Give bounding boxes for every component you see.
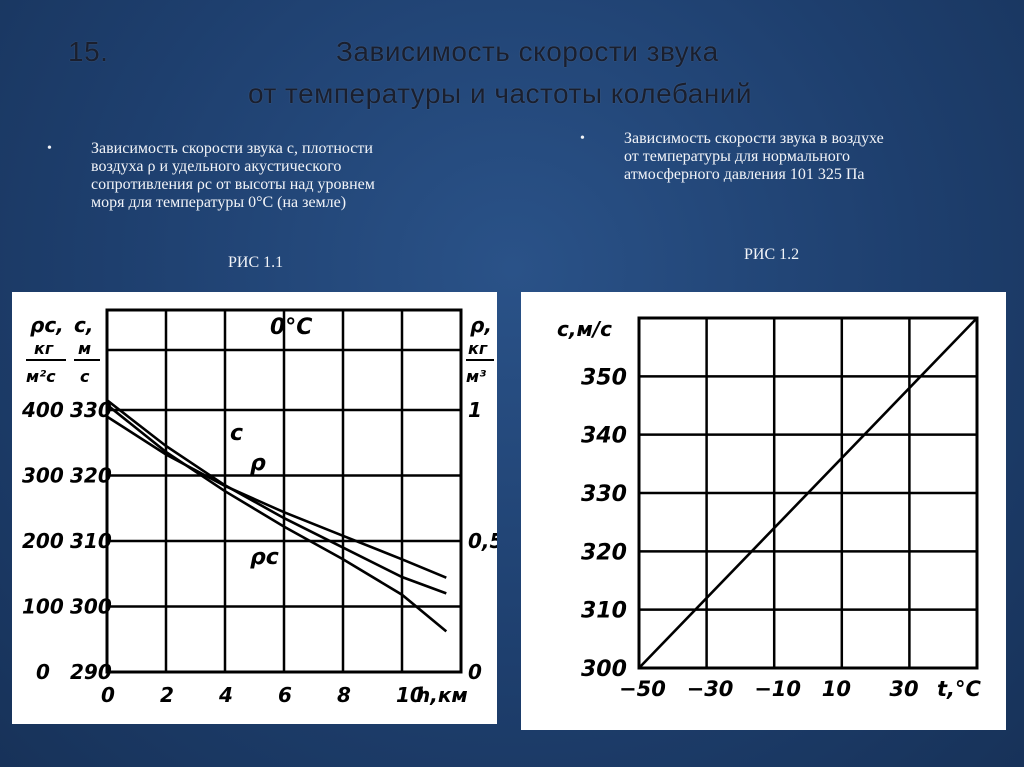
tick-label-rho-c: 100	[22, 595, 64, 619]
series-line-0	[106, 399, 447, 595]
bullet-line: сопротивления ρс от высоты над уровнем	[91, 176, 375, 193]
bullet-line: атмосферного давления 101 325 Па	[624, 166, 865, 183]
bullet-text-2: • Зависимость скорости звука в воздухе о…	[580, 130, 964, 184]
axis-unit-num-rho-c: кг	[34, 339, 54, 358]
series-label: ρ	[250, 451, 266, 476]
chart-panel-temperature: с,м/с 350 340 330 320 310 300 −50 −30 −10 10 30 t,°С	[521, 292, 1006, 730]
bullet-line: от температуры для нормального	[624, 148, 850, 165]
bullet-marker: •	[580, 131, 585, 146]
tick-label-y: 350	[581, 365, 627, 390]
tick-label-rho: 0,5	[468, 529, 497, 553]
tick-label-x: −10	[754, 677, 801, 701]
title-line-1: Зависимость скорости звука	[336, 36, 719, 67]
tick-label-y: 310	[581, 599, 627, 624]
tick-label-x: 4	[218, 683, 233, 707]
axis-label-x: h,км	[416, 683, 468, 707]
series-label: с	[230, 421, 243, 446]
axis-label-rho: ρ,	[470, 313, 492, 337]
series-label: ρс	[250, 545, 279, 570]
tick-label-x: 2	[160, 683, 174, 707]
series-line	[638, 317, 978, 669]
tick-label-x: 8	[337, 683, 351, 707]
axis-label-y: с,м/с	[557, 317, 612, 341]
figure-label-1: РИС 1.1	[228, 254, 284, 271]
series-line-1	[106, 415, 447, 579]
axis-unit-den-rho-c: м²с	[26, 367, 56, 386]
chart-title: 0°C	[270, 315, 312, 340]
tick-label-c: 310	[70, 529, 112, 553]
axis-unit-num-rho: кг	[468, 339, 488, 358]
tick-label-rho: 0	[468, 660, 482, 684]
bullet-line: воздуха ρ и удельного акустического	[91, 158, 342, 175]
tick-label-x: 0	[101, 683, 115, 707]
axis-label-c: с,	[74, 313, 93, 337]
tick-label-c: 320	[70, 464, 112, 488]
axis-label-x: t,°С	[937, 677, 982, 701]
tick-label-x: 30	[889, 677, 918, 701]
title-line-2: от температуры и частоты колебаний	[248, 78, 753, 109]
tick-label-c: 290	[70, 660, 112, 684]
axis-label-rho-c: ρс,	[30, 313, 64, 337]
tick-label-c: 300	[70, 595, 112, 619]
axis-unit-num-c: м	[78, 339, 91, 358]
tick-label-y: 300	[581, 657, 627, 682]
bullet-line: Зависимость скорости звука с, плотности	[91, 140, 373, 157]
slide-number: 15.	[68, 36, 109, 67]
tick-label-rho-c: 400	[21, 398, 64, 422]
tick-label-y: 330	[581, 482, 627, 507]
figure-label-2: РИС 1.2	[744, 246, 800, 263]
tick-label-x: 10	[822, 677, 851, 701]
axis-unit-den-c: с	[80, 367, 90, 386]
bullet-line: моря для температуры 0°С (на земле)	[91, 194, 347, 211]
tick-label-x: −50	[619, 677, 666, 701]
axis-unit-den-rho: м³	[466, 367, 486, 386]
temperature-chart-svg: с,м/с 350 340 330 320 310 300−50 −30 −10 10 30 t,°С	[557, 316, 982, 701]
bullet-text-1: • Зависимость скорости звука с, плотност…	[47, 140, 491, 212]
chart-panel-altitude: ρс, кг м²с с, м с ρ, кг м³ 0°C 400 300 200 100 0 330 320…	[12, 292, 503, 724]
tick-label-y: 320	[581, 540, 627, 565]
tick-label-rho-c: 0	[36, 660, 50, 684]
tick-label-y: 340	[581, 424, 627, 449]
tick-label-x: 6	[278, 683, 292, 707]
bullet-line: Зависимость скорости звука в воздухе	[624, 130, 884, 147]
series-line-2	[106, 403, 448, 633]
tick-label-x: −30	[687, 677, 734, 701]
tick-label-rho-c: 200	[22, 529, 64, 553]
tick-label-rho: 1	[468, 398, 482, 422]
bullet-marker: •	[47, 141, 52, 156]
altitude-chart-svg: ρс,кгм²сс,мсρ,кгм³0°C4003002001000330320…	[21, 308, 503, 707]
tick-label-x: 10	[396, 683, 424, 707]
tick-label-rho-c: 300	[22, 464, 64, 488]
tick-label-c: 330	[70, 398, 112, 422]
